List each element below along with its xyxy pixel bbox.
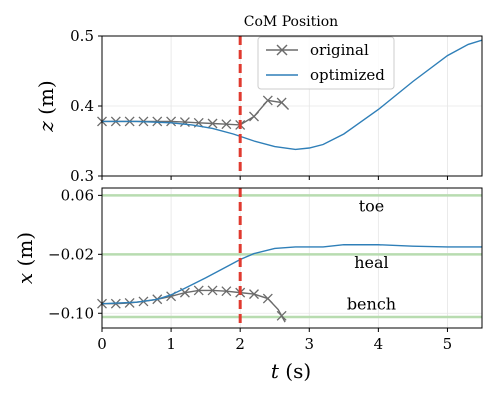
y-tick-label: 0.06 — [61, 186, 94, 204]
data-point-original — [207, 285, 218, 296]
data-point-original — [276, 97, 287, 108]
y-tick-label: 0.3 — [70, 167, 94, 185]
bottom-axes-frame — [101, 187, 483, 329]
x-axis-title: t (s) — [271, 359, 311, 383]
data-point-original — [152, 116, 163, 127]
x-tick-label: 5 — [443, 335, 453, 353]
top-ticks: 0.3 0.4 0.5 — [70, 27, 448, 185]
data-point-original — [262, 95, 273, 106]
data-point-original — [207, 118, 218, 129]
x-tick-label: 2 — [235, 335, 245, 353]
data-point-original — [262, 293, 273, 304]
series-line-optimized — [102, 244, 482, 305]
bottom-grid — [101, 188, 482, 328]
data-point-original — [166, 116, 177, 127]
x-tick-label: 3 — [304, 335, 314, 353]
x-tick-label: 1 — [166, 335, 176, 353]
x-tick-label: 0 — [97, 335, 107, 353]
annotation-toe: toe — [359, 196, 385, 215]
data-point-original — [193, 285, 204, 296]
bottom-y-axis-title: x (m) — [13, 232, 37, 284]
data-point-original — [221, 286, 232, 297]
legend-optimized-label: optimized — [310, 66, 385, 84]
data-point-original — [249, 289, 259, 300]
series-line-optimized — [102, 39, 482, 151]
annotation-heal: heal — [354, 253, 388, 272]
top-panel: 0.3 0.4 0.5 z (m) original optimized — [34, 27, 483, 185]
legend-original-marker — [276, 44, 288, 56]
y-tick-label: 0.5 — [70, 27, 94, 45]
plot-title: CoM Position — [244, 14, 338, 30]
top-y-axis-title: z (m) — [34, 80, 58, 132]
x-tick-label: 4 — [374, 335, 384, 353]
bottom-ticks: 0 1 2 3 4 5 0.06 −0.02 −0.10 — [48, 186, 452, 353]
y-tick-label: −0.10 — [48, 304, 94, 322]
bottom-annotations: toe heal bench — [347, 196, 396, 313]
legend: original optimized — [257, 36, 395, 90]
y-tick-label: −0.02 — [48, 245, 94, 263]
annotation-bench: bench — [347, 294, 396, 313]
y-tick-label: 0.4 — [70, 97, 94, 115]
data-point-original — [221, 119, 232, 130]
legend-original-label: original — [310, 41, 369, 59]
bottom-series — [97, 244, 482, 323]
top-series — [97, 39, 482, 151]
data-point-original — [276, 310, 287, 321]
data-point-original — [249, 111, 259, 122]
bottom-reference-lines — [102, 194, 482, 319]
